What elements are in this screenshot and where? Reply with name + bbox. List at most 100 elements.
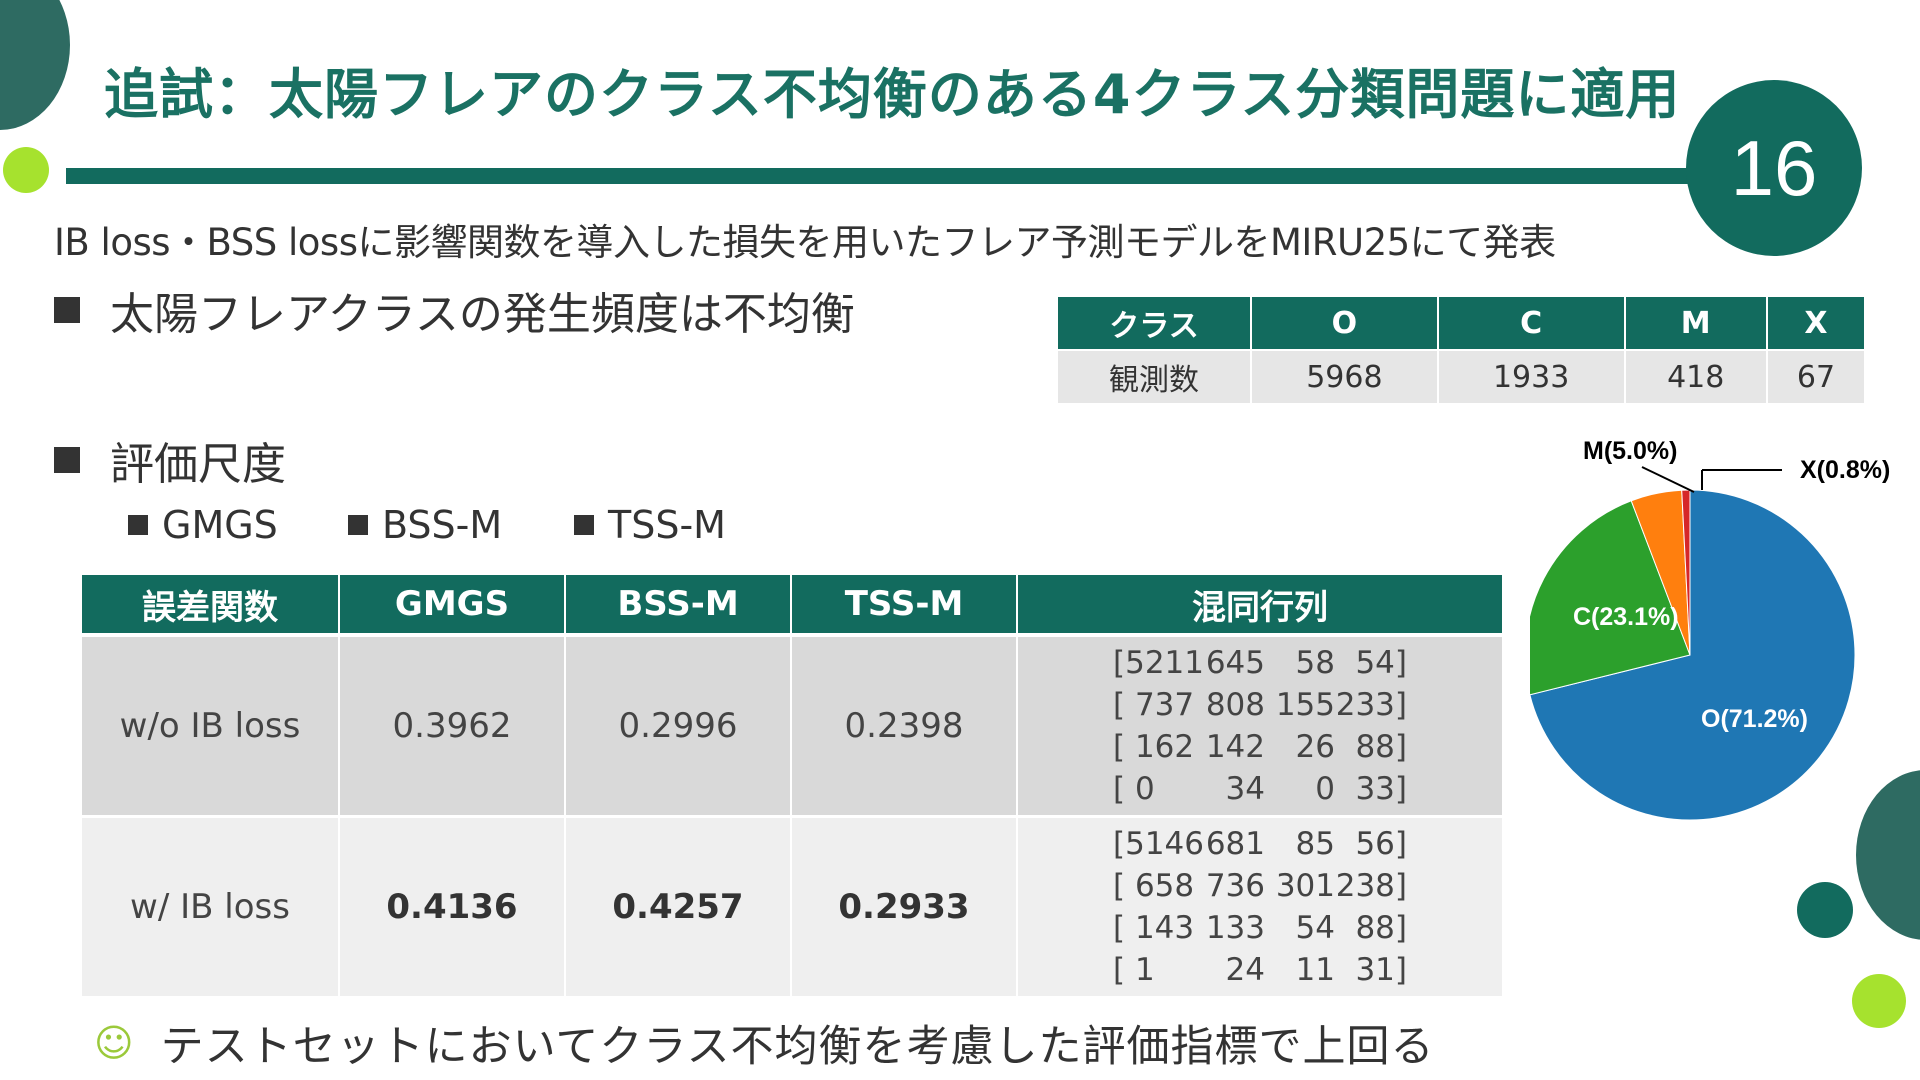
bullet-metrics-text: 評価尺度: [110, 439, 286, 490]
class-count-cell: 67: [1765, 349, 1867, 405]
loss-label: w/ IB loss: [80, 816, 340, 996]
results-header: TSS-M: [790, 575, 1018, 637]
matrix-row: [5211 645 58 54]: [1113, 642, 1407, 684]
class-table-header: クラス: [1056, 295, 1252, 351]
matrix-entry: 56]: [1355, 826, 1407, 862]
bss-value: 0.4257: [564, 816, 792, 996]
bss-value: 0.2996: [564, 635, 792, 818]
pie-leader-lines: [1641, 466, 1782, 493]
page-number: 16: [1730, 123, 1818, 212]
slide-title: 追試：太陽フレアのクラス不均衡のある4クラス分類問題に適用: [104, 63, 1681, 126]
title-underline-bar: [66, 168, 1706, 184]
confusion-matrix: [5146 681 85 56] [ 658 736 301 238] [ 143 133 54…: [1113, 823, 1407, 991]
matrix-entry: 54: [1295, 910, 1335, 946]
square-bullet-icon: [54, 447, 80, 473]
matrix-row: [ 658 736 301 238]: [1113, 865, 1407, 907]
results-table: 誤差関数 GMGS BSS-M TSS-M 混同行列 w/o IB loss 0…: [80, 575, 1504, 996]
confusion-matrix: [5211 645 58 54] [ 737 808 155 233] [ 162 142 26…: [1113, 642, 1407, 810]
matrix-entry: 142: [1205, 729, 1265, 765]
matrix-entry: 26: [1295, 729, 1335, 765]
square-bullet-icon: [574, 515, 594, 535]
pie-label-x: X(0.8%): [1800, 456, 1890, 484]
metric-item-tss: TSS-M: [574, 503, 726, 547]
matrix-row: [ 143 133 54 88]: [1113, 907, 1407, 949]
matrix-entry: 34: [1225, 771, 1265, 807]
pie-label-c: C(23.1%): [1573, 603, 1679, 631]
decorative-dot-top-left: [3, 147, 49, 193]
class-count-table: クラス O C M X 観測数 5968 1933 418 67: [1056, 295, 1867, 405]
matrix-entry: [ 0: [1113, 771, 1155, 807]
matrix-entry: 24: [1225, 952, 1265, 988]
results-row: w/o IB loss 0.3962 0.2996 0.2398 [5211 64…: [80, 635, 1504, 818]
metric-item-bss: BSS-M: [348, 503, 502, 547]
metric-label: BSS-M: [382, 503, 503, 547]
decorative-dot-teal: [1797, 882, 1853, 938]
leader-line-m: [1641, 466, 1695, 493]
matrix-entry: [ 162: [1113, 729, 1195, 765]
gmgs-value: 0.3962: [338, 635, 566, 818]
class-table-header-row: クラス O C M X: [1056, 295, 1867, 351]
pie-slices: [1530, 489, 1856, 821]
class-table-header: C: [1436, 295, 1626, 351]
confusion-matrix-cell: [5211 645 58 54] [ 737 808 155 233] [ 162 142 26…: [1016, 635, 1504, 818]
metric-item-gmgs: GMGS: [128, 503, 278, 547]
metric-label: TSS-M: [608, 503, 726, 547]
matrix-row: [5146 681 85 56]: [1113, 823, 1407, 865]
tss-value: 0.2933: [790, 816, 1018, 996]
pie-slice-o: [1530, 489, 1856, 821]
results-header: GMGS: [338, 575, 566, 637]
class-count-cell: 418: [1623, 349, 1768, 405]
matrix-row: [ 737 808 155 233]: [1113, 684, 1407, 726]
matrix-entry: [ 737: [1113, 687, 1195, 723]
matrix-entry: [ 658: [1113, 868, 1195, 904]
pie-slice-c: [1530, 500, 1691, 696]
decorative-circle-top-left: [0, 0, 70, 130]
matrix-row: [ 162 142 26 88]: [1113, 726, 1407, 768]
matrix-row: [ 0 34 0 33]: [1113, 768, 1407, 810]
tss-value: 0.2398: [790, 635, 1018, 818]
bullet-imbalance: 太陽フレアクラスの発生頻度は不均衡: [54, 278, 855, 342]
smiley-icon: ☺: [94, 1021, 135, 1065]
gmgs-value: 0.4136: [338, 816, 566, 996]
results-row: w/ IB loss 0.4136 0.4257 0.2933 [5146 681…: [80, 816, 1504, 996]
results-header-row: 誤差関数 GMGS BSS-M TSS-M 混同行列: [80, 575, 1504, 637]
class-count-cell: 5968: [1250, 349, 1439, 405]
matrix-entry: 54]: [1355, 645, 1407, 681]
bullet-imbalance-text: 太陽フレアクラスの発生頻度は不均衡: [110, 289, 855, 340]
class-count-cell: 1933: [1436, 349, 1626, 405]
class-table-header: M: [1623, 295, 1768, 351]
matrix-entry: 0: [1315, 771, 1335, 807]
matrix-entry: [5146: [1113, 826, 1204, 862]
results-header: 誤差関数: [80, 575, 340, 637]
class-table-header: O: [1250, 295, 1439, 351]
matrix-entry: [ 143: [1113, 910, 1195, 946]
matrix-entry: 736: [1205, 868, 1265, 904]
class-table-row: 観測数 5968 1933 418 67: [1056, 349, 1867, 405]
matrix-entry: 155: [1275, 687, 1335, 723]
matrix-entry: 233]: [1335, 687, 1407, 723]
matrix-entry: 808: [1205, 687, 1265, 723]
matrix-entry: 645: [1205, 645, 1265, 681]
square-bullet-icon: [348, 515, 368, 535]
matrix-entry: 11: [1295, 952, 1335, 988]
page-number-badge: 16: [1686, 80, 1862, 256]
confusion-matrix-cell: [5146 681 85 56] [ 658 736 301 238] [ 143 133 54…: [1016, 816, 1504, 996]
matrix-entry: 85: [1295, 826, 1335, 862]
metric-label: GMGS: [162, 503, 278, 547]
decorative-dot-lime: [1852, 974, 1906, 1028]
results-header: BSS-M: [564, 575, 792, 637]
matrix-entry: 58: [1295, 645, 1335, 681]
matrix-entry: 238]: [1335, 868, 1407, 904]
matrix-entry: 33]: [1355, 771, 1407, 807]
matrix-entry: 88]: [1355, 910, 1407, 946]
matrix-entry: 31]: [1355, 952, 1407, 988]
matrix-entry: 681: [1205, 826, 1265, 862]
loss-label: w/o IB loss: [80, 635, 340, 818]
pie-label-o: O(71.2%): [1701, 705, 1808, 733]
square-bullet-icon: [128, 515, 148, 535]
pie-label-m: M(5.0%): [1583, 437, 1677, 465]
conclusion-text: テストセットにおいてクラス不均衡を考慮した評価指標で上回る: [160, 1022, 1435, 1072]
class-table-header: X: [1765, 295, 1867, 351]
matrix-entry: 133: [1205, 910, 1265, 946]
matrix-entry: [ 1: [1113, 952, 1155, 988]
